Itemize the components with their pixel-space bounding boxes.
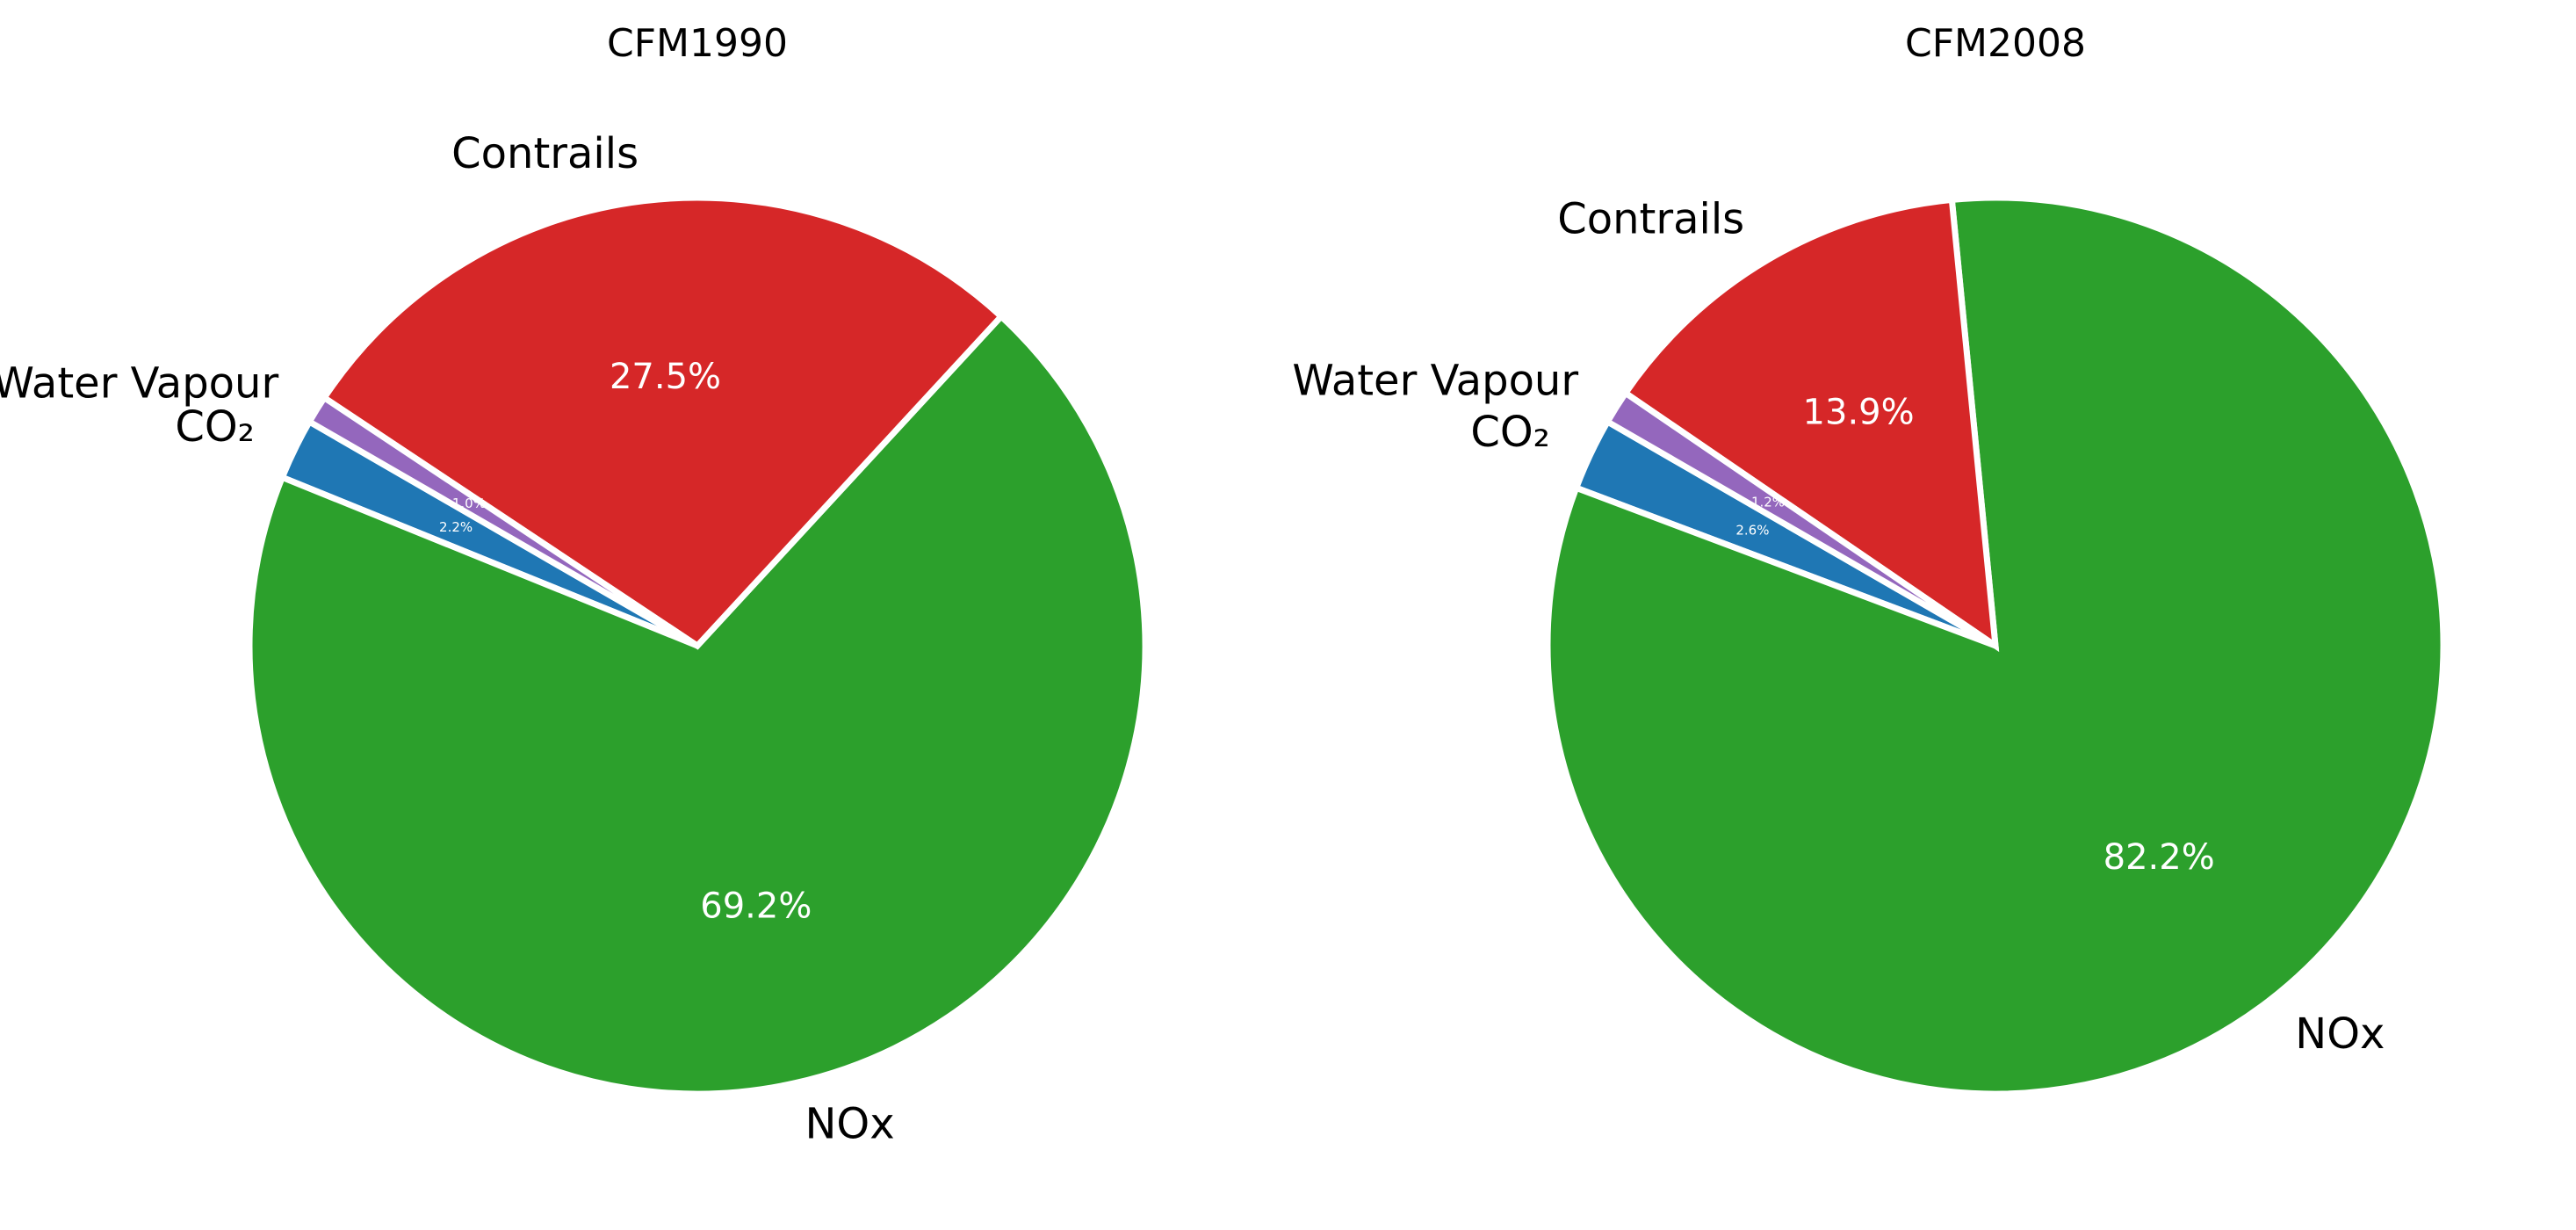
slice-label-water-vapour: Water Vapour [0, 358, 278, 408]
pie-wedges [1544, 194, 2447, 1097]
percent-label-water-vapour: 1.2% [1751, 495, 1785, 510]
percent-label-contrails: 27.5% [610, 357, 721, 397]
percent-label-contrails: 13.9% [1803, 393, 1915, 433]
chart-title: CFM2008 [1905, 21, 2086, 66]
slice-label-co2: CO₂ [1470, 408, 1550, 457]
pie-slice-water-vapour [1603, 388, 1997, 649]
slice-label-nox: NOx [805, 1100, 895, 1149]
pie-chart-cfm2008: CFM2008 CO₂ NOx Contrails Water Vapour 2… [1292, 21, 2447, 1097]
pie-slice-contrails [320, 194, 1006, 650]
slice-label-water-vapour: Water Vapour [1292, 356, 1578, 405]
percent-label-water-vapour: 1.0% [452, 496, 486, 511]
pie-slice-contrails [1620, 196, 2000, 653]
pie-labels: CO₂ NOx Contrails Water Vapour [0, 129, 895, 1149]
chart-title: CFM1990 [607, 21, 788, 66]
slice-label-contrails: Contrails [1557, 194, 1744, 243]
slice-label-contrails: Contrails [451, 129, 639, 178]
slice-label-co2: CO₂ [175, 402, 255, 452]
pie-slice-nox [246, 312, 1149, 1097]
pie-percent-labels: 2.2% 69.2% 27.5% 1.0% [439, 357, 812, 926]
percent-label-nox: 82.2% [2103, 837, 2215, 878]
slice-label-nox: NOx [2295, 1009, 2385, 1059]
percent-label-co2: 2.2% [439, 519, 473, 535]
percent-label-nox: 69.2% [700, 886, 812, 927]
pie-percent-labels: 2.6% 82.2% 13.9% 1.2% [1735, 393, 2214, 878]
pie-wedges [246, 194, 1149, 1097]
pie-labels: CO₂ NOx Contrails Water Vapour [1292, 194, 2385, 1059]
pie-slice-water-vapour [305, 393, 699, 649]
pie-chart-cfm1990: CFM1990 CO₂ NOx Contrails Water Vapour 2… [0, 21, 1149, 1149]
percent-label-co2: 2.6% [1735, 523, 1769, 539]
